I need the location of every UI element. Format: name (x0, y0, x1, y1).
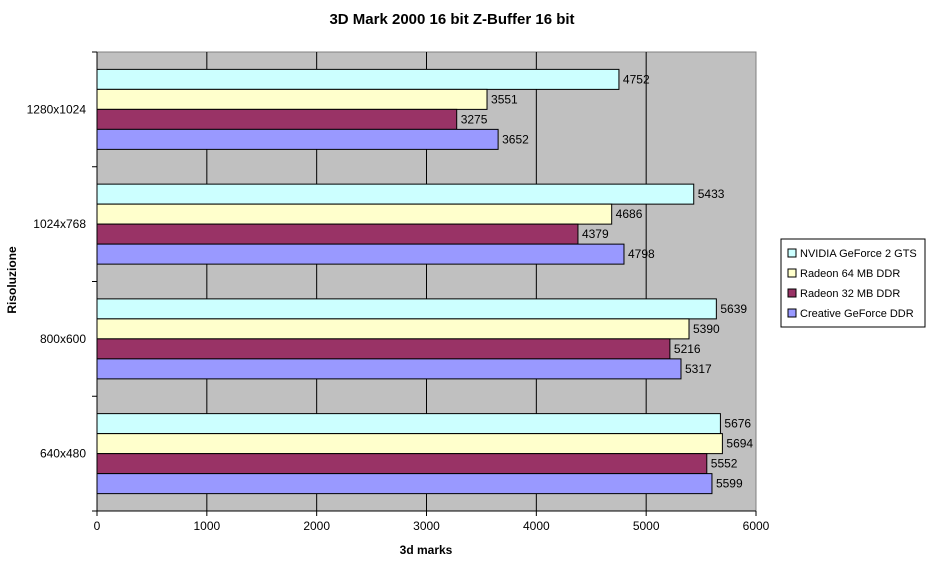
bar (96, 223, 579, 245)
data-label: 4379 (582, 227, 609, 241)
x-tick-label: 0 (94, 519, 101, 533)
data-label: 4752 (623, 72, 650, 86)
data-label: 5694 (726, 437, 753, 451)
legend-box (780, 238, 926, 328)
bar (96, 108, 458, 130)
x-tick-label: 1000 (193, 519, 220, 533)
x-axis-title: 3d marks (400, 543, 453, 557)
legend: NVIDIA GeForce 2 GTS Radeon 64 MB DDR Rade… (780, 238, 926, 328)
y-tick-label: 1280x1024 (27, 102, 87, 116)
legend-label: Radeon 64 MB DDR (800, 268, 900, 280)
bar (96, 68, 620, 90)
data-label: 3275 (461, 112, 488, 126)
bar (96, 243, 625, 265)
data-label: 5317 (685, 362, 712, 376)
data-label: 5433 (698, 187, 725, 201)
data-label: 5390 (693, 322, 720, 336)
legend-label: Creative GeForce DDR (800, 308, 914, 320)
bar (96, 473, 713, 495)
y-tick-label: 1024x768 (33, 217, 86, 231)
data-label: 4798 (628, 247, 655, 261)
x-tick-label: 4000 (523, 519, 550, 533)
x-tick-label: 5000 (633, 519, 660, 533)
axes: 0 1000 2000 3000 4000 5000 6000 1280x1024 1024x7… (27, 51, 770, 533)
bar (96, 183, 695, 205)
bar (96, 203, 613, 225)
bar (96, 413, 721, 435)
bar (96, 453, 708, 475)
chart-title: 3D Mark 2000 16 bit Z-Buffer 16 bit (329, 11, 574, 28)
data-label: 3551 (491, 92, 518, 106)
legend-swatch (787, 308, 797, 318)
x-tick-label: 3000 (413, 519, 440, 533)
y-axis-title: Risoluzione (5, 246, 19, 314)
x-tick-label: 2000 (303, 519, 330, 533)
bar (96, 88, 488, 110)
bar (96, 433, 723, 455)
data-label: 4686 (616, 207, 643, 221)
data-label: 5216 (674, 342, 701, 356)
legend-label: NVIDIA GeForce 2 GTS (800, 248, 917, 260)
bar (96, 358, 682, 380)
bar (96, 338, 671, 360)
legend-swatch (787, 268, 797, 278)
bar (96, 318, 690, 340)
y-tick-label: 800x600 (40, 332, 86, 346)
y-tick-label: 640x480 (40, 447, 86, 461)
legend-swatch (787, 288, 797, 298)
data-label: 5639 (720, 302, 747, 316)
bar (96, 128, 499, 150)
x-tick-label: 6000 (743, 519, 770, 533)
bar (96, 298, 717, 320)
data-label: 5552 (711, 457, 738, 471)
data-label: 5676 (724, 417, 751, 431)
data-label: 3652 (502, 132, 529, 146)
data-label: 5599 (716, 477, 743, 491)
legend-label: Radeon 32 MB DDR (800, 288, 900, 300)
legend-swatch (787, 248, 797, 258)
